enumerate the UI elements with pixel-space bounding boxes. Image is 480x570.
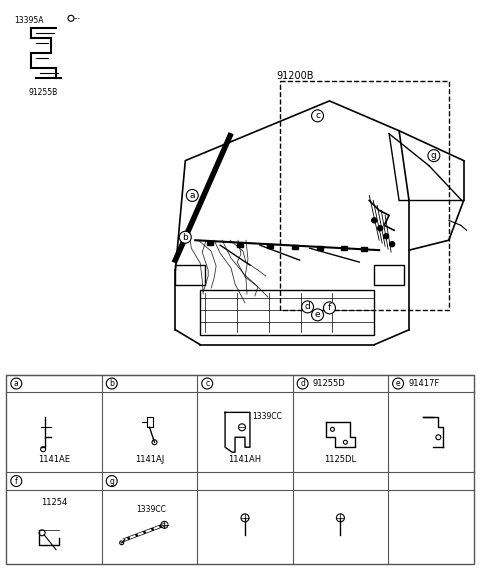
Bar xyxy=(200,290,374,335)
Circle shape xyxy=(180,231,192,243)
Text: 1339CC: 1339CC xyxy=(252,412,282,421)
Text: g: g xyxy=(431,151,437,160)
Circle shape xyxy=(330,428,335,431)
Text: b: b xyxy=(109,379,114,388)
Bar xyxy=(341,246,348,250)
Text: 91417F: 91417F xyxy=(408,379,439,388)
Circle shape xyxy=(241,514,249,522)
Circle shape xyxy=(390,242,395,247)
Circle shape xyxy=(378,226,383,231)
Text: 1125DL: 1125DL xyxy=(324,455,357,464)
Text: 13395A: 13395A xyxy=(14,17,44,25)
Circle shape xyxy=(343,440,348,444)
Text: 1141AJ: 1141AJ xyxy=(135,455,164,464)
Circle shape xyxy=(11,378,22,389)
Text: a: a xyxy=(14,379,19,388)
Bar xyxy=(280,81,449,310)
Circle shape xyxy=(106,378,117,389)
Text: f: f xyxy=(15,477,18,486)
Bar xyxy=(267,244,273,248)
Bar xyxy=(316,246,323,250)
Text: e: e xyxy=(315,310,320,319)
Text: d: d xyxy=(305,303,311,311)
Circle shape xyxy=(41,447,46,451)
Circle shape xyxy=(324,302,336,314)
Text: 11254: 11254 xyxy=(41,498,67,507)
Text: 1339CC: 1339CC xyxy=(137,505,167,514)
Circle shape xyxy=(39,530,45,536)
Bar xyxy=(6,374,474,564)
Text: 91255B: 91255B xyxy=(28,88,58,97)
Bar xyxy=(207,241,213,245)
Bar xyxy=(175,265,205,285)
Circle shape xyxy=(312,110,324,122)
Circle shape xyxy=(384,234,389,239)
Bar xyxy=(292,245,298,249)
Circle shape xyxy=(297,378,308,389)
Text: e: e xyxy=(396,379,400,388)
Circle shape xyxy=(202,378,213,389)
Text: f: f xyxy=(328,303,331,312)
Circle shape xyxy=(239,424,245,431)
Text: a: a xyxy=(190,191,195,200)
Text: c: c xyxy=(315,111,320,120)
Text: d: d xyxy=(300,379,305,388)
Circle shape xyxy=(428,150,440,162)
Circle shape xyxy=(11,475,22,487)
Circle shape xyxy=(120,541,124,545)
Circle shape xyxy=(186,189,198,201)
Circle shape xyxy=(312,309,324,321)
Circle shape xyxy=(436,435,441,439)
Text: g: g xyxy=(109,477,114,486)
Circle shape xyxy=(336,514,344,522)
Text: c: c xyxy=(205,379,209,388)
Text: 1141AE: 1141AE xyxy=(38,455,70,464)
Circle shape xyxy=(161,522,168,528)
Circle shape xyxy=(152,439,157,445)
Circle shape xyxy=(393,378,404,389)
Text: 91200B: 91200B xyxy=(276,71,313,81)
Bar xyxy=(361,247,367,251)
Bar xyxy=(374,265,404,285)
Text: 91255D: 91255D xyxy=(312,379,345,388)
Circle shape xyxy=(301,301,313,313)
Text: b: b xyxy=(182,233,188,242)
Bar xyxy=(237,243,243,247)
Circle shape xyxy=(106,475,117,487)
Circle shape xyxy=(372,218,377,223)
Circle shape xyxy=(68,15,74,21)
Text: 1141AH: 1141AH xyxy=(228,455,262,464)
